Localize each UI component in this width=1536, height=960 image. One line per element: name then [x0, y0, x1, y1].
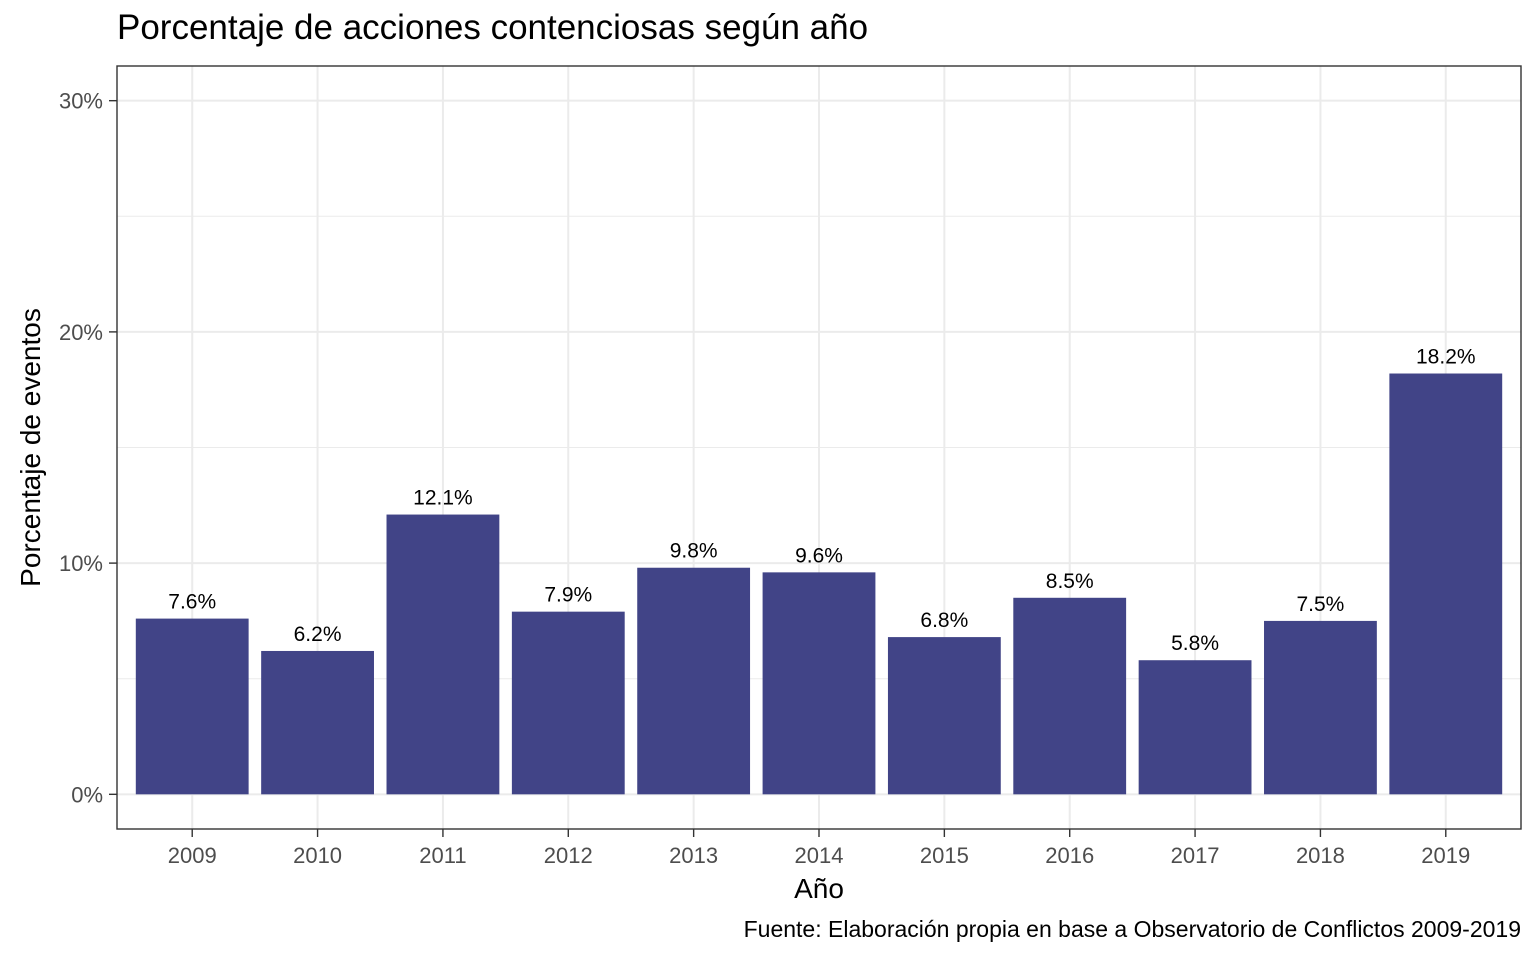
data-label-2014: 9.6%: [795, 544, 843, 567]
data-label-2011: 12.1%: [413, 487, 473, 510]
x-tick-label: 2014: [795, 843, 844, 868]
bar-2014: [762, 572, 876, 795]
bar-2017: [1138, 660, 1252, 795]
x-axis-title: Año: [794, 873, 844, 904]
data-label-2009: 7.6%: [168, 591, 216, 614]
data-label-2018: 7.5%: [1296, 593, 1344, 616]
chart-title: Porcentaje de acciones contenciosas segú…: [117, 8, 869, 47]
x-tick-label: 2015: [920, 843, 969, 868]
bar-2016: [1013, 597, 1127, 795]
bar-2010: [261, 650, 374, 795]
y-axis-title: Porcentaje de eventos: [15, 308, 46, 587]
data-label-2017: 5.8%: [1171, 632, 1219, 655]
bar-2019: [1389, 373, 1503, 795]
x-tick-label: 2019: [1421, 843, 1470, 868]
axes: 0% 10% 20% 30% 2009 2010 2011 2012 2013 2014 2015 2…: [59, 89, 1470, 868]
data-label-2015: 6.8%: [920, 609, 968, 632]
data-labels: 7.6% 6.2% 12.1% 7.9% 9.8% 9.6% 6.8% 8.5% 5.8% 7.5…: [168, 346, 1475, 656]
y-tick-label: 30%: [59, 89, 103, 114]
x-tick-label: 2018: [1296, 843, 1345, 868]
data-label-2010: 6.2%: [294, 623, 342, 646]
bar-2015: [887, 637, 1001, 795]
bar-2012: [511, 611, 625, 795]
data-label-2019: 18.2%: [1416, 346, 1476, 369]
y-tick-label: 20%: [59, 320, 103, 345]
bar-2011: [386, 514, 500, 795]
data-label-2013: 9.8%: [670, 540, 718, 563]
x-tick-label: 2016: [1045, 843, 1094, 868]
x-tick-label: 2012: [544, 843, 593, 868]
data-label-2012: 7.9%: [544, 584, 592, 607]
y-tick-label: 10%: [59, 551, 103, 576]
chart-caption: Fuente: Elaboración propia en base a Obs…: [743, 916, 1521, 942]
bar-2018: [1264, 620, 1377, 795]
x-tick-label: 2009: [168, 843, 217, 868]
x-tick-label: 2017: [1171, 843, 1220, 868]
x-tick-label: 2013: [669, 843, 718, 868]
bar-2013: [637, 567, 751, 795]
y-tick-label: 0%: [71, 782, 103, 807]
bar-2009: [135, 618, 249, 795]
bars: [135, 373, 1503, 795]
data-label-2016: 8.5%: [1046, 570, 1094, 593]
x-tick-label: 2011: [419, 843, 466, 868]
x-tick-label: 2010: [293, 843, 342, 868]
